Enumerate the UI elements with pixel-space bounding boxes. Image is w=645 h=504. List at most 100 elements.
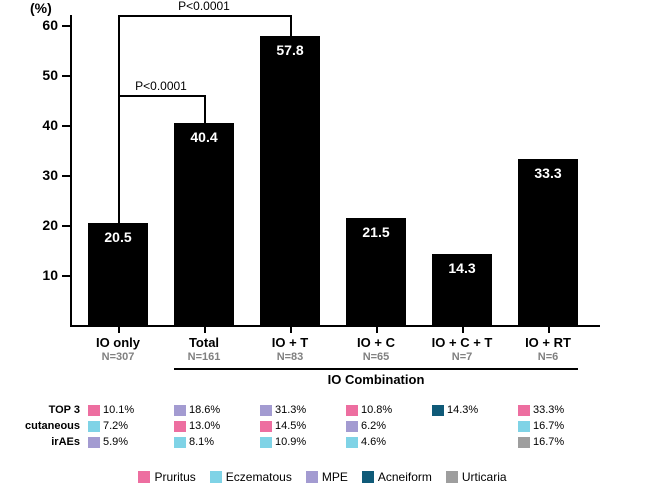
figure: (%) 20.540.457.821.514.333.3 10203040506… — [0, 0, 645, 504]
top3-title-line: TOP 3 — [0, 402, 80, 418]
bar: 14.3 — [432, 254, 492, 326]
top3-percent: 10.8% — [361, 404, 392, 416]
top3-column: 10.8% 6.2% 4.6% — [346, 402, 426, 450]
legend-label: Eczematous — [226, 470, 292, 484]
legend-item: Acneiform — [362, 470, 432, 484]
swatch-icon — [260, 437, 272, 448]
x-category-label: IO + TN=83 — [248, 335, 333, 363]
bar-value-label: 57.8 — [260, 42, 320, 58]
legend-label: Urticaria — [462, 470, 507, 484]
top3-percent: 16.7% — [533, 436, 564, 448]
bar: 33.3 — [518, 159, 578, 326]
y-axis-title: (%) — [30, 0, 52, 16]
swatch-icon — [174, 405, 186, 416]
top3-percent: 10.9% — [275, 436, 306, 448]
swatch-icon — [210, 471, 222, 483]
bar-value-label: 40.4 — [174, 129, 234, 145]
bar: 40.4 — [174, 123, 234, 325]
top3-percent: 33.3% — [533, 404, 564, 416]
swatch-icon — [88, 421, 100, 432]
combination-bracket — [174, 368, 578, 370]
top3-title: TOP 3 cutaneous irAEs — [0, 402, 80, 450]
swatch-icon — [260, 405, 272, 416]
swatch-icon — [260, 421, 272, 432]
legend-item: Urticaria — [446, 470, 507, 484]
legend-item: MPE — [306, 470, 348, 484]
swatch-icon — [174, 421, 186, 432]
bars-container: 20.5 40.4 57.8 21.5 14.3 33.3 — [70, 15, 600, 325]
top3-row: 31.3% — [260, 402, 340, 418]
swatch-icon — [518, 437, 530, 448]
top3-percent: 31.3% — [275, 404, 306, 416]
x-tick — [290, 325, 292, 333]
bar: 21.5 — [346, 218, 406, 326]
top3-column: 33.3%16.7%16.7% — [518, 402, 598, 450]
top3-percent: 6.2% — [361, 420, 386, 432]
top3-title-line: cutaneous — [0, 418, 80, 434]
y-tick — [62, 275, 70, 277]
bar-value-label: 33.3 — [518, 165, 578, 181]
top3-percent: 4.6% — [361, 436, 386, 448]
x-category-label: IO + RTN=6 — [506, 335, 591, 363]
x-category-n: N=7 — [420, 351, 505, 363]
top3-column: 14.3% — [432, 402, 512, 418]
y-tick — [62, 75, 70, 77]
top3-column: 10.1% 7.2% 5.9% — [88, 402, 168, 450]
swatch-icon — [362, 471, 374, 483]
combination-label: IO Combination — [328, 372, 425, 387]
legend-label: MPE — [322, 470, 348, 484]
x-category-name: Total — [189, 335, 219, 350]
top3-percent: 18.6% — [189, 404, 220, 416]
top3-row: 10.1% — [88, 402, 168, 418]
swatch-icon — [446, 471, 458, 483]
y-tick-label: 10 — [30, 267, 58, 283]
top3-row: 7.2% — [88, 418, 168, 434]
x-category-label: TotalN=161 — [162, 335, 247, 363]
y-tick — [62, 25, 70, 27]
x-category-name: IO + C + T — [432, 335, 493, 350]
top3-row: 6.2% — [346, 418, 426, 434]
x-tick — [376, 325, 378, 333]
legend: Pruritus Eczematous MPE Acneiform Urticaria — [0, 470, 645, 484]
x-category-n: N=6 — [506, 351, 591, 363]
x-category-n: N=161 — [162, 351, 247, 363]
swatch-icon — [518, 421, 530, 432]
x-axis — [70, 325, 600, 327]
legend-label: Pruritus — [154, 470, 195, 484]
x-tick — [204, 325, 206, 333]
x-category-label: IO onlyN=307 — [76, 335, 161, 363]
top3-row: 4.6% — [346, 434, 426, 450]
x-category-name: IO only — [96, 335, 140, 350]
swatch-icon — [174, 437, 186, 448]
top3-row: 5.9% — [88, 434, 168, 450]
x-tick — [462, 325, 464, 333]
legend-item: Eczematous — [210, 470, 292, 484]
y-tick-label: 30 — [30, 167, 58, 183]
y-tick-label: 60 — [30, 17, 58, 33]
bar: 20.5 — [88, 223, 148, 326]
top3-row: 14.3% — [432, 402, 512, 418]
top3-percent: 13.0% — [189, 420, 220, 432]
top3-row: 10.8% — [346, 402, 426, 418]
top3-row: 10.9% — [260, 434, 340, 450]
significance-label: P<0.0001 — [178, 0, 230, 13]
y-tick-label: 20 — [30, 217, 58, 233]
top3-percent: 8.1% — [189, 436, 214, 448]
swatch-icon — [346, 437, 358, 448]
top3-title-line: irAEs — [0, 434, 80, 450]
swatch-icon — [306, 471, 318, 483]
top3-row: 8.1% — [174, 434, 254, 450]
bar-value-label: 20.5 — [88, 229, 148, 245]
x-tick — [548, 325, 550, 333]
top3-percent: 14.3% — [447, 404, 478, 416]
top3-column: 18.6% 13.0% 8.1% — [174, 402, 254, 450]
top3-percent: 7.2% — [103, 420, 128, 432]
x-category-name: IO + C — [357, 335, 395, 350]
significance-label: P<0.0001 — [135, 79, 187, 93]
x-category-name: IO + T — [272, 335, 308, 350]
swatch-icon — [432, 405, 444, 416]
swatch-icon — [88, 437, 100, 448]
top3-row: 16.7% — [518, 434, 598, 450]
x-category-n: N=65 — [334, 351, 419, 363]
x-category-label: IO + CN=65 — [334, 335, 419, 363]
